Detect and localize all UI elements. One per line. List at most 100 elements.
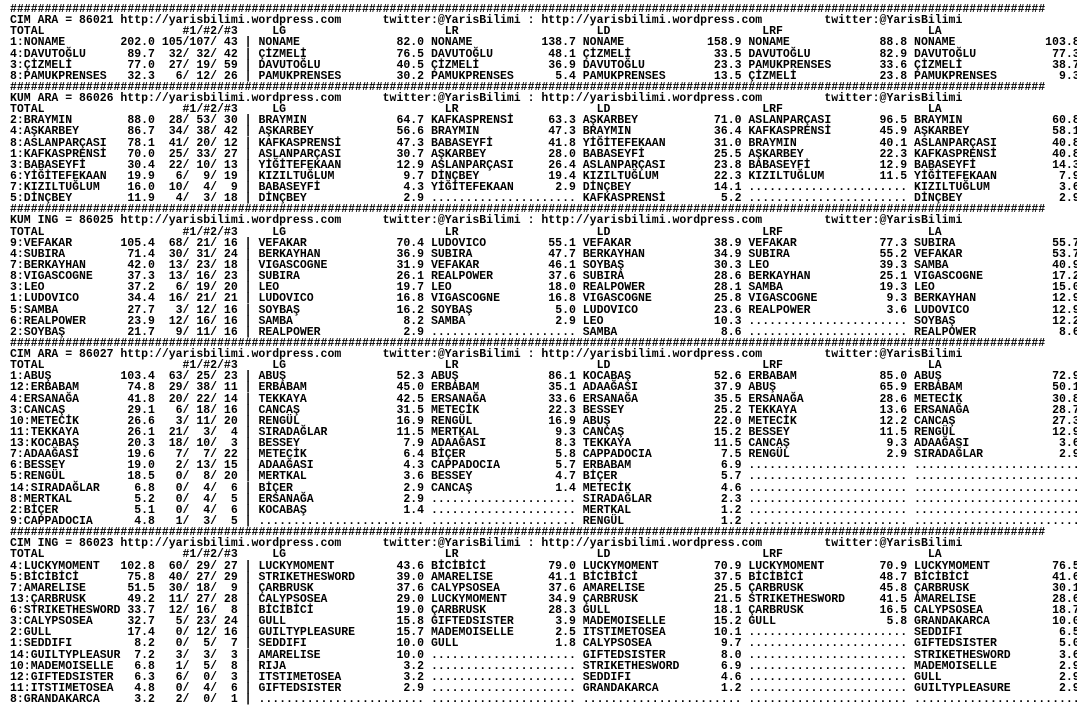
column-header-wins: #1/#2/#3 [182,25,238,39]
split-score: 11.5 [713,437,742,451]
horse-name: 8:MERTKAL [10,492,73,506]
slash: / [182,492,190,506]
total-score: 30.4 [127,158,155,172]
total-score: 6.3 [134,670,155,684]
placing-count: 20 [223,414,238,428]
placing-count: 0 [175,681,183,695]
total-score: 37.2 [127,281,155,295]
split-horse-name: SAMBA [582,325,618,339]
placing-count: 3 [230,437,238,451]
split-score: 34.9 [713,247,742,261]
column-header-lg: LG [272,225,287,239]
placing-count: 29 [196,559,211,573]
total-score: 16.0 [127,181,155,195]
race-title: KUM ING = 86025 [10,214,114,228]
column-header-total: TOTAL [10,225,45,239]
split-score: 76.5 [396,47,425,61]
slash: / [182,325,190,339]
split-score: 138.7 [541,36,576,50]
table-row: 9:CAPPADOCIA 4.8 1/3/5 |...................… [10,514,1077,528]
slash: / [210,503,218,517]
split-horse-name: ERSANAĞA [582,392,638,406]
split-score: 2.9 [555,181,576,195]
split-score: 37.6 [548,270,576,284]
column-headers: TOTAL #1/#2/#3 LG LR LD LRF LA [10,360,1077,372]
split-score: 33.6 [548,392,576,406]
split-horse-name: DAVUTOĞLU [914,47,977,61]
split-horse-name: ÇİZMELİ [258,47,307,61]
slash: / [210,258,218,272]
split-score: 13.6 [879,403,908,417]
column-header-la: LA [927,225,942,239]
total-score: 4.8 [134,681,155,695]
placing-count: 16 [168,292,183,306]
horse-name: 11:ITSTIMETOSEA [10,681,114,695]
placing-count: 13 [168,270,183,284]
split-score: 22.3 [548,403,576,417]
pipe-divider: | [244,414,252,428]
split-score: 1.2 [720,681,742,695]
placing-count: 0 [175,492,183,506]
slash: / [182,247,190,261]
pipe-divider: | [244,247,252,261]
placing-count: 0 [175,481,183,495]
split-horse-name: ERBABAM [430,381,480,395]
split-horse-name: LUCKYMOMENT [430,592,507,606]
slash: / [210,470,218,484]
horse-name: 8:GRANDAKARCA [10,693,100,707]
pipe-divider: | [244,514,252,528]
split-horse-name: ÇİZMELİ [582,47,632,61]
split-score: 8.0 [720,648,742,662]
horse-name: 14:GUILTYPLEASUR [10,648,121,662]
placing-count: 5 [230,492,238,506]
pipe-divider: | [244,258,252,272]
split-horse-name: REALPOWER [914,325,977,339]
split-score: 6.4 [403,448,425,462]
split-horse-name: ERSANAĞA [748,392,804,406]
slash: / [182,414,190,428]
split-horse-name: SUBIRA [748,247,790,261]
split-score: 33.6 [879,58,908,72]
separator-line: ########################################… [10,4,1077,16]
split-score: 70.9 [713,559,742,573]
split-horse-name: ÇİZMELİ [430,58,480,72]
pipe-divider: | [244,503,252,517]
total-score: 105.4 [120,236,155,250]
column-header-lg: LG [272,103,287,117]
split-horse-name: GUILTYPLEASURE [914,681,1011,695]
split-horse-name: BİCİBİCİ [582,570,638,584]
empty-cell-dots: ..................... [430,503,576,517]
split-horse-name: LUCKYMOMENT [582,559,659,573]
split-horse-name: ABUŞ [748,381,777,395]
split-score: 12.2 [879,414,908,428]
empty-cell-dots: ....................... [748,670,908,684]
empty-cell-dots: ....................... [748,659,908,673]
split-horse-name: NONAME [582,36,625,50]
total-score: 77.0 [127,58,155,72]
placing-count: 21 [196,236,211,250]
race-title: CIM ARA = 86021 [10,14,114,28]
split-score: 85.0 [879,370,908,384]
slash: / [210,69,218,83]
split-score: 7.9 [403,437,425,451]
column-header-total: TOTAL [10,103,45,117]
empty-cell-dots: ....................... [748,492,908,506]
split-score: 5.7 [555,459,576,473]
section-header: CIM ARA = 86021 http://yarisbilimi.wordpr… [10,14,1077,28]
split-score: 52.6 [713,370,742,384]
placing-count: 42 [223,47,238,61]
split-score: 19.0 [396,604,425,618]
split-score: 30.1 [1052,581,1077,595]
total-score: 8.2 [134,637,155,651]
total-score: 6.8 [134,481,155,495]
split-score: 38.7 [1052,58,1077,72]
split-horse-name: METECİK [748,414,797,428]
placing-count: 20 [168,392,183,406]
empty-cell-dots: ....................... [582,693,742,707]
split-horse-name: KIZILTUĞLUM [748,169,825,183]
total-score: 18.5 [127,470,155,484]
split-horse-name: LUDOVICO [582,303,638,317]
separator: ########################################… [10,336,1046,350]
split-horse-name: GULL [582,604,611,618]
placing-count: 21 [168,425,183,439]
